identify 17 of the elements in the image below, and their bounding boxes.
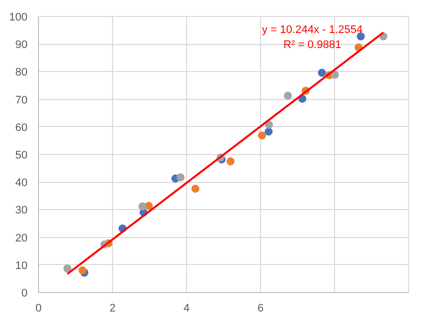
y-tick-label: 40 bbox=[15, 177, 28, 190]
x-tick-label: 0 bbox=[35, 302, 42, 314]
x-tick-label: 6 bbox=[257, 302, 264, 314]
y-tick-label: 20 bbox=[15, 232, 28, 244]
x-tick-label: 4 bbox=[183, 302, 190, 314]
y-tick-label: 80 bbox=[15, 66, 28, 79]
annotation: y = 10.244x - 1.2554 bbox=[262, 24, 363, 36]
y-tick-label: 10 bbox=[15, 260, 28, 272]
y-tick-label: 50 bbox=[15, 150, 28, 162]
y-tick-label: 30 bbox=[15, 204, 28, 217]
x-tick-label: 2 bbox=[109, 302, 116, 314]
y-tick-label: 90 bbox=[15, 39, 28, 52]
annotation: R² = 0.9881 bbox=[283, 39, 342, 51]
y-tick-label: 60 bbox=[15, 122, 28, 134]
y-tick-label: 0 bbox=[21, 288, 28, 300]
y-tick-label: 70 bbox=[15, 94, 28, 106]
y-tick-label: 100 bbox=[9, 12, 28, 24]
